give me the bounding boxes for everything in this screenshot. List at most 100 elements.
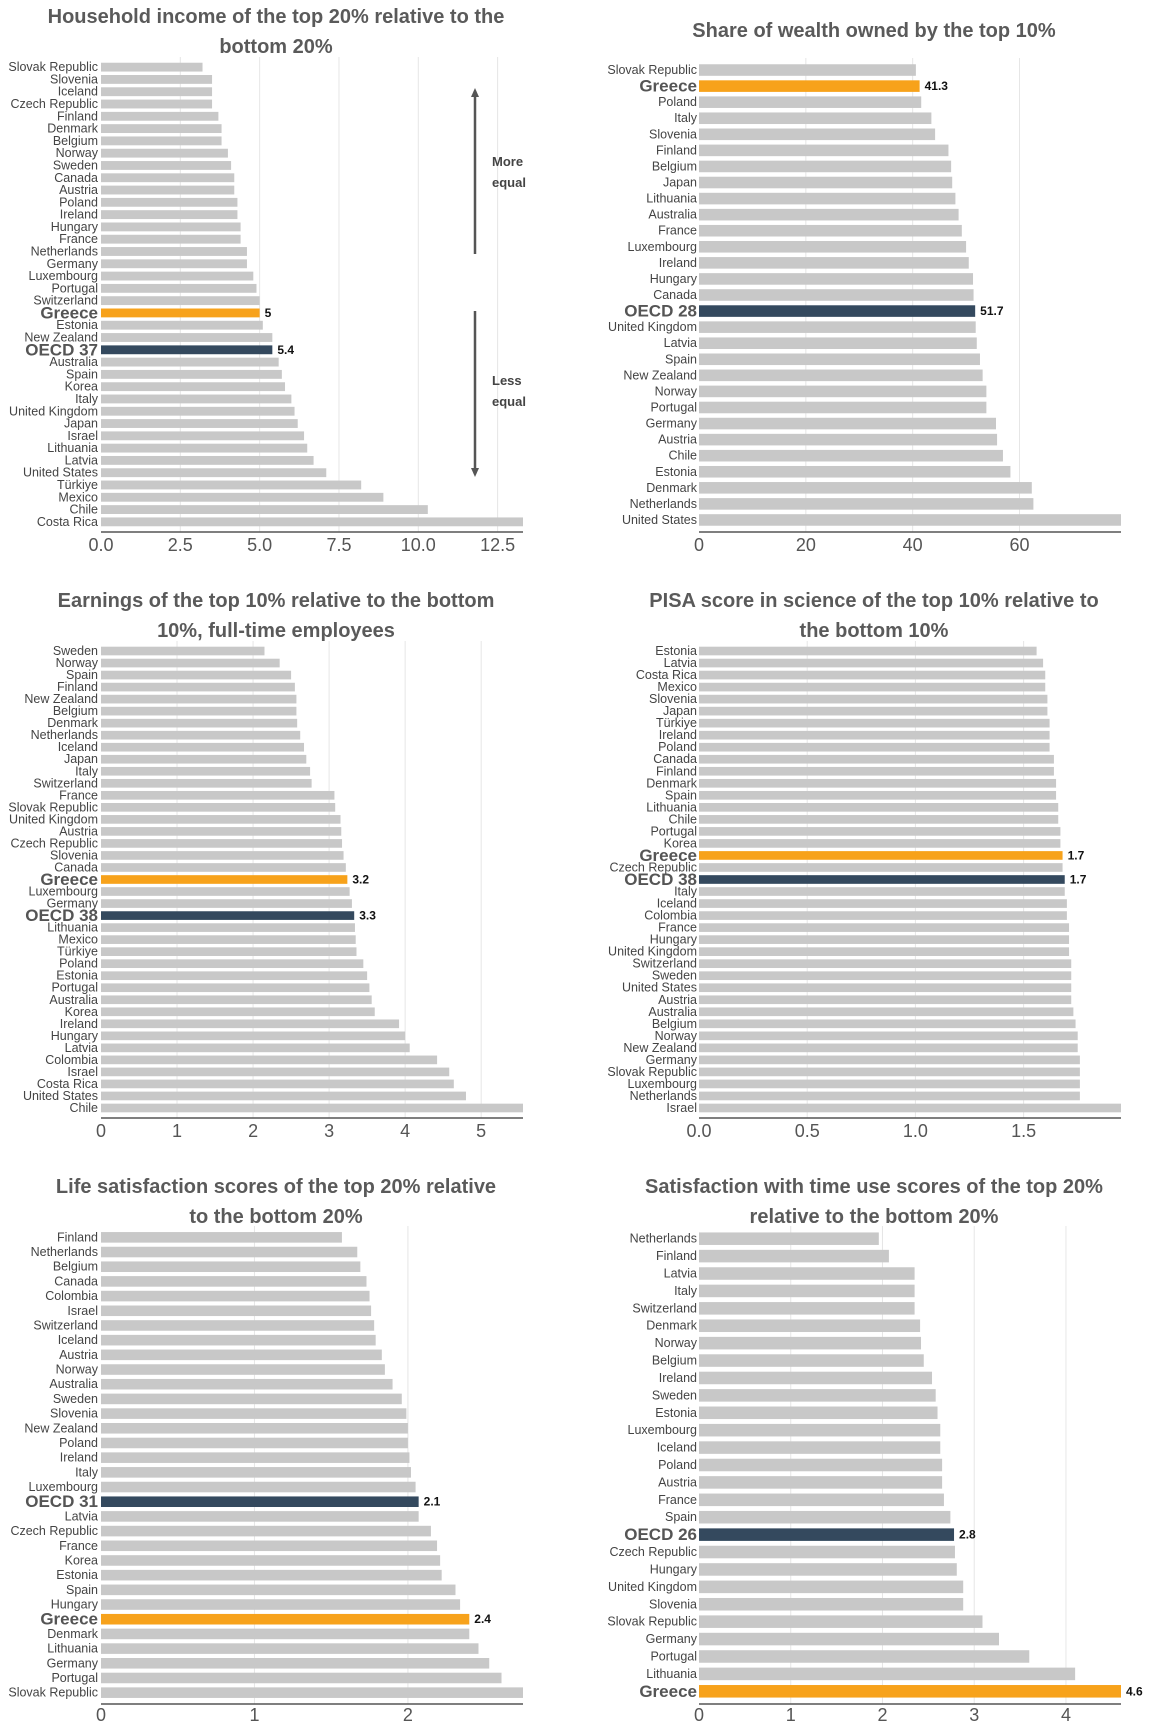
x-tick-label: 0 <box>96 1121 106 1141</box>
data-label: 1.7 <box>1070 873 1087 887</box>
category-label: Estonia <box>56 969 98 983</box>
category-label: OECD 31 <box>25 1492 98 1511</box>
bar <box>699 790 1057 800</box>
data-label: 3.3 <box>359 909 376 923</box>
category-label: Finland <box>656 143 697 157</box>
bar-greece <box>101 308 260 318</box>
category-label: Denmark <box>646 1319 697 1333</box>
category-label: Portugal <box>51 1671 98 1685</box>
bar <box>699 1043 1078 1053</box>
bar <box>699 646 1037 656</box>
category-label: Denmark <box>47 1627 98 1641</box>
bar <box>101 754 307 764</box>
category-label: Sweden <box>53 644 98 658</box>
category-label: Spain <box>66 668 98 682</box>
category-label: Latvia <box>664 1267 697 1281</box>
bar <box>699 947 1070 956</box>
category-label: Australia <box>49 1377 98 1391</box>
category-label: Netherlands <box>630 1232 697 1246</box>
bar <box>101 222 241 232</box>
bar <box>699 754 1054 764</box>
bar-oecd <box>101 1496 419 1508</box>
bar <box>101 718 298 728</box>
category-label: Switzerland <box>33 1318 98 1332</box>
category-label: Austria <box>658 993 697 1007</box>
data-label: 5.4 <box>277 343 294 357</box>
category-label: Canada <box>54 1274 98 1288</box>
bar <box>101 1584 456 1596</box>
x-tick-label: 2 <box>403 1705 413 1722</box>
bar <box>699 670 1046 680</box>
bar <box>699 778 1057 788</box>
category-label: Czech Republic <box>609 1545 697 1559</box>
category-label: Israel <box>67 1304 98 1318</box>
bar <box>699 742 1050 752</box>
bar <box>699 1510 951 1524</box>
category-label: Luxembourg <box>628 1423 698 1437</box>
bar <box>699 1667 1076 1681</box>
category-label: Hungary <box>51 1598 99 1612</box>
category-label: United States <box>622 513 697 527</box>
bar <box>699 64 916 76</box>
bar <box>101 161 232 170</box>
bar <box>101 148 228 158</box>
bar <box>699 1267 915 1280</box>
x-tick-label: 0.0 <box>686 1121 711 1141</box>
category-label: Slovak Republic <box>8 800 98 814</box>
category-label: Poland <box>658 95 697 109</box>
category-label: Costa Rica <box>636 668 697 682</box>
bar <box>101 431 305 441</box>
x-tick-label: 1.0 <box>903 1121 928 1141</box>
chart-6: Satisfaction with time use scores of the… <box>607 1176 1143 1722</box>
bar <box>101 971 368 981</box>
x-tick-label: 1 <box>786 1705 796 1722</box>
bar <box>101 517 523 527</box>
data-label: 2.4 <box>474 1612 491 1626</box>
bar-oecd <box>699 305 976 317</box>
bar <box>101 1103 523 1113</box>
category-label: Finland <box>57 680 98 694</box>
bar <box>699 433 998 446</box>
bar <box>101 670 292 680</box>
bar <box>101 827 342 836</box>
bar <box>101 1628 470 1640</box>
category-label: Austria <box>59 824 98 838</box>
bar <box>699 1103 1121 1113</box>
category-label: Latvia <box>664 656 697 670</box>
category-label: Greece <box>40 1610 98 1629</box>
category-label: Türkiye <box>57 478 98 492</box>
data-label: 3.2 <box>352 873 369 887</box>
bar <box>699 1055 1080 1065</box>
category-label: Hungary <box>51 220 99 234</box>
bar <box>101 887 350 896</box>
category-label: Iceland <box>58 1333 98 1347</box>
bar <box>101 1019 400 1029</box>
bar <box>699 465 1011 478</box>
category-label: Lithuania <box>646 1667 697 1681</box>
bar <box>101 1334 376 1346</box>
chart-title: PISA score in science of the top 10% rel… <box>649 590 1098 612</box>
bar <box>101 983 370 993</box>
category-label: OECD 38 <box>25 906 98 925</box>
bar <box>101 1079 454 1089</box>
category-label: Lithuania <box>47 1642 98 1656</box>
bar <box>699 1545 955 1559</box>
bar <box>699 827 1061 836</box>
category-label: Spain <box>665 352 697 366</box>
bar <box>699 1031 1078 1041</box>
bar <box>101 1349 382 1361</box>
bar <box>101 766 311 776</box>
bar <box>699 176 953 189</box>
category-label: New Zealand <box>24 1421 98 1435</box>
bar <box>101 247 247 256</box>
category-label: Norway <box>655 1336 698 1350</box>
category-label: Japan <box>64 417 98 431</box>
bar <box>101 899 352 908</box>
category-label: Germany <box>47 1656 99 1670</box>
bar <box>101 87 213 97</box>
chart-title: to the bottom 20% <box>189 1206 363 1228</box>
bar <box>699 1319 921 1333</box>
category-label: Slovak Republic <box>607 1615 697 1629</box>
bar-oecd <box>101 345 273 355</box>
bar <box>699 337 977 349</box>
